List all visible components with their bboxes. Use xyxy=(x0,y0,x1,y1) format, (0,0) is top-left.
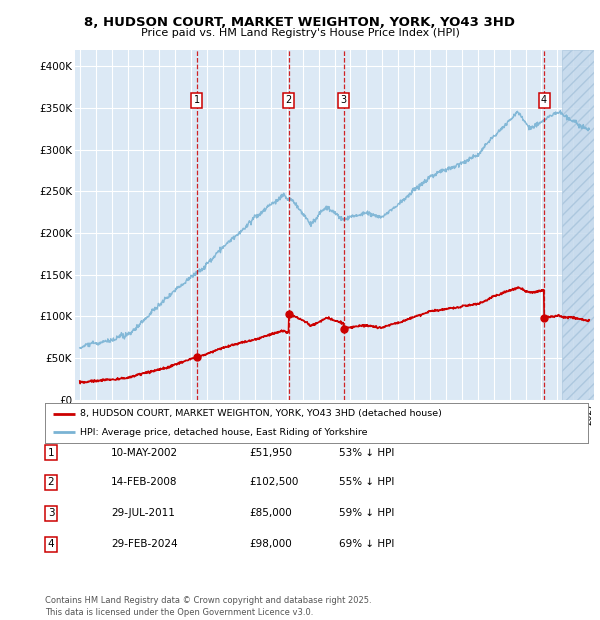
Text: £51,950: £51,950 xyxy=(249,448,292,458)
Text: 10-MAY-2002: 10-MAY-2002 xyxy=(111,448,178,458)
Text: 59% ↓ HPI: 59% ↓ HPI xyxy=(339,508,394,518)
Text: 3: 3 xyxy=(341,95,347,105)
Text: Price paid vs. HM Land Registry's House Price Index (HPI): Price paid vs. HM Land Registry's House … xyxy=(140,28,460,38)
Text: 14-FEB-2008: 14-FEB-2008 xyxy=(111,477,178,487)
Text: £98,000: £98,000 xyxy=(249,539,292,549)
Text: £85,000: £85,000 xyxy=(249,508,292,518)
Text: 55% ↓ HPI: 55% ↓ HPI xyxy=(339,477,394,487)
Text: 29-JUL-2011: 29-JUL-2011 xyxy=(111,508,175,518)
Text: 3: 3 xyxy=(47,508,55,518)
Text: 2: 2 xyxy=(286,95,292,105)
Text: 4: 4 xyxy=(47,539,55,549)
Text: 1: 1 xyxy=(47,448,55,458)
Text: 1: 1 xyxy=(194,95,200,105)
Text: 4: 4 xyxy=(541,95,547,105)
Text: 8, HUDSON COURT, MARKET WEIGHTON, YORK, YO43 3HD (detached house): 8, HUDSON COURT, MARKET WEIGHTON, YORK, … xyxy=(80,409,442,419)
Text: Contains HM Land Registry data © Crown copyright and database right 2025.
This d: Contains HM Land Registry data © Crown c… xyxy=(45,596,371,617)
Text: £102,500: £102,500 xyxy=(249,477,298,487)
Text: 53% ↓ HPI: 53% ↓ HPI xyxy=(339,448,394,458)
Text: HPI: Average price, detached house, East Riding of Yorkshire: HPI: Average price, detached house, East… xyxy=(80,428,368,437)
Text: 69% ↓ HPI: 69% ↓ HPI xyxy=(339,539,394,549)
Text: 8, HUDSON COURT, MARKET WEIGHTON, YORK, YO43 3HD: 8, HUDSON COURT, MARKET WEIGHTON, YORK, … xyxy=(85,16,515,29)
Text: 29-FEB-2024: 29-FEB-2024 xyxy=(111,539,178,549)
Bar xyxy=(562,50,597,400)
Text: 2: 2 xyxy=(47,477,55,487)
